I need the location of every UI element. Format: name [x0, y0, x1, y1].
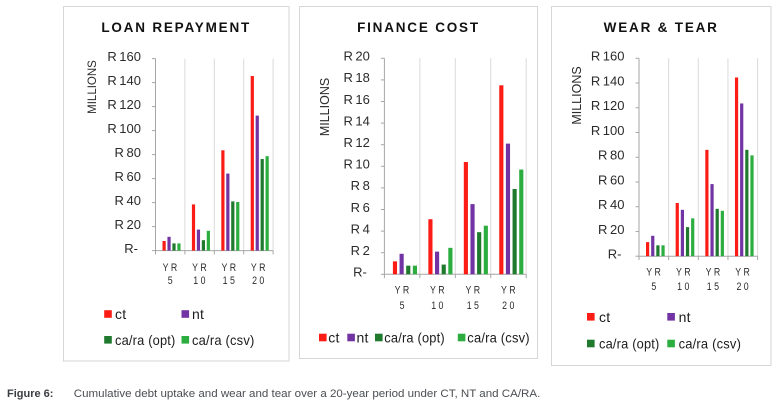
svg-text:MILLIONS: MILLIONS — [87, 60, 99, 114]
svg-text:ct: ct — [599, 309, 610, 325]
svg-text:R 20: R 20 — [115, 217, 141, 232]
svg-text:ca/ra (csv): ca/ra (csv) — [192, 332, 255, 348]
svg-text:nt: nt — [192, 306, 204, 322]
svg-text:ca/ra (opt): ca/ra (opt) — [599, 336, 660, 352]
svg-text:YR: YR — [646, 267, 663, 279]
svg-text:YR: YR — [430, 285, 447, 297]
svg-text:FINANCE COST: FINANCE COST — [357, 20, 480, 35]
svg-text:5: 5 — [651, 281, 656, 293]
svg-text:ct: ct — [115, 306, 126, 322]
svg-text:20: 20 — [252, 275, 267, 287]
svg-text:MILLIONS: MILLIONS — [318, 78, 332, 136]
svg-text:YR: YR — [735, 267, 752, 279]
svg-text:R 20: R 20 — [343, 49, 369, 64]
svg-text:R 80: R 80 — [115, 145, 141, 160]
svg-text:20: 20 — [736, 281, 751, 293]
svg-text:ca/ra (csv): ca/ra (csv) — [467, 330, 530, 346]
svg-text:ca/ra (opt): ca/ra (opt) — [384, 330, 445, 346]
svg-text:Figure 6:: Figure 6: — [7, 388, 53, 400]
svg-text:nt: nt — [357, 330, 369, 346]
svg-text:10: 10 — [431, 300, 446, 312]
svg-text:YR: YR — [465, 285, 482, 297]
svg-text:nt: nt — [679, 309, 691, 325]
svg-text:R 60: R 60 — [115, 169, 141, 184]
svg-text:YR: YR — [676, 267, 693, 279]
svg-text:R 20: R 20 — [598, 222, 624, 237]
svg-text:R 160: R 160 — [591, 49, 625, 64]
svg-text:R 100: R 100 — [591, 123, 625, 138]
svg-text:R 18: R 18 — [343, 70, 369, 85]
svg-text:R 40: R 40 — [598, 197, 624, 212]
svg-text:5: 5 — [400, 300, 405, 312]
svg-text:MILLIONS: MILLIONS — [570, 66, 584, 124]
svg-text:R-: R- — [124, 241, 138, 256]
svg-text:LOAN REPAYMENT: LOAN REPAYMENT — [101, 20, 251, 35]
svg-text:Cumulative debt uptake and wea: Cumulative debt uptake and wear and tear… — [74, 388, 541, 400]
svg-text:ca/ra (opt): ca/ra (opt) — [115, 332, 176, 348]
svg-text:R 140: R 140 — [591, 73, 625, 88]
svg-text:R 80: R 80 — [598, 148, 624, 163]
svg-text:R 100: R 100 — [107, 121, 141, 136]
svg-text:R 12: R 12 — [343, 135, 369, 150]
svg-text:R 160: R 160 — [107, 49, 141, 64]
svg-text:R 6: R 6 — [351, 200, 370, 215]
svg-text:R 16: R 16 — [343, 92, 369, 107]
svg-text:5: 5 — [168, 275, 173, 287]
svg-text:ca/ra (csv): ca/ra (csv) — [679, 336, 742, 352]
svg-text:YR: YR — [163, 262, 180, 274]
svg-text:YR: YR — [192, 262, 209, 274]
svg-text:YR: YR — [501, 285, 518, 297]
svg-text:R-: R- — [353, 265, 367, 280]
svg-text:R 8: R 8 — [351, 178, 370, 193]
svg-text:YR: YR — [395, 285, 412, 297]
svg-text:R 2: R 2 — [351, 243, 370, 258]
svg-text:R 10: R 10 — [343, 157, 369, 172]
svg-text:R 14: R 14 — [343, 113, 369, 128]
svg-text:20: 20 — [502, 300, 517, 312]
svg-text:R 40: R 40 — [115, 193, 141, 208]
svg-text:10: 10 — [193, 275, 208, 287]
svg-text:10: 10 — [677, 281, 692, 293]
svg-text:R 60: R 60 — [598, 172, 624, 187]
svg-text:YR: YR — [251, 262, 268, 274]
svg-text:15: 15 — [223, 275, 238, 287]
svg-text:15: 15 — [707, 281, 722, 293]
svg-text:YR: YR — [221, 262, 238, 274]
svg-text:R-: R- — [608, 247, 622, 262]
svg-text:R 120: R 120 — [107, 97, 141, 112]
svg-text:YR: YR — [706, 267, 723, 279]
svg-text:15: 15 — [467, 300, 482, 312]
svg-text:R 140: R 140 — [107, 73, 141, 88]
svg-text:WEAR & TEAR: WEAR & TEAR — [604, 20, 719, 35]
svg-text:R 120: R 120 — [591, 98, 625, 113]
svg-text:ct: ct — [328, 330, 339, 346]
svg-text:R 4: R 4 — [351, 221, 370, 236]
